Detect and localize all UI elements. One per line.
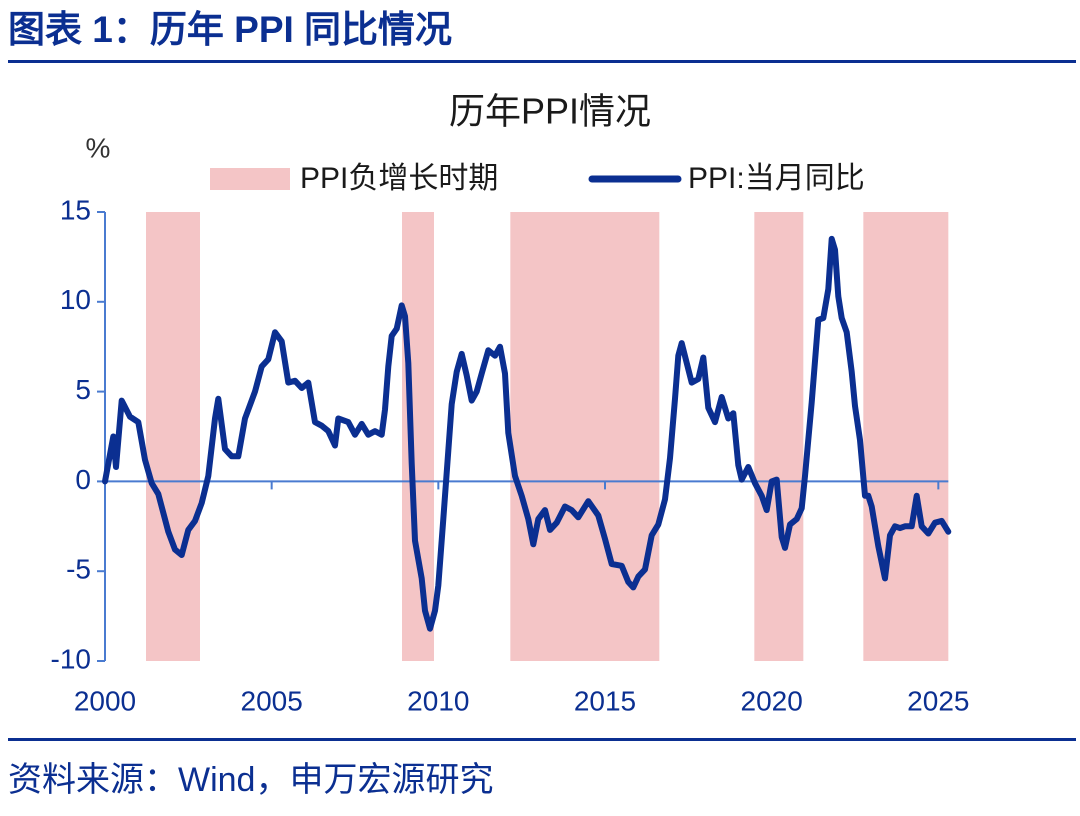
shaded-period <box>402 212 434 661</box>
y-tick-label: 5 <box>75 374 91 405</box>
source: 资料来源：Wind，申万宏源研究 <box>8 761 493 799</box>
shaded-period <box>510 212 660 661</box>
ppi-line <box>102 235 952 632</box>
y-tick-label: 10 <box>60 284 91 315</box>
shaded-period <box>863 212 949 661</box>
y-axis-label: % <box>86 132 111 163</box>
chart-title: 历年PPI情况 <box>449 91 651 132</box>
legend-label: PPI负增长时期 <box>300 162 498 195</box>
x-tick-label: 2015 <box>574 685 636 716</box>
x-tick-label: 2005 <box>241 685 303 716</box>
header-rule <box>8 60 1076 63</box>
y-tick-label: 0 <box>75 464 91 495</box>
header-title: 图表 1：历年 PPI 同比情况 <box>8 9 452 50</box>
legend-swatch <box>210 168 290 190</box>
y-tick-label: -10 <box>51 643 91 674</box>
x-tick-label: 2010 <box>407 685 469 716</box>
x-tick-label: 2025 <box>907 685 969 716</box>
footer-rule <box>8 738 1076 741</box>
shaded-period <box>754 212 804 661</box>
legend-label: PPI:当月同比 <box>688 162 865 195</box>
shaded-period <box>146 212 200 661</box>
y-tick-label: 15 <box>60 194 91 225</box>
x-tick-label: 2020 <box>741 685 803 716</box>
y-tick-label: -5 <box>66 554 91 585</box>
x-tick-label: 2000 <box>74 685 136 716</box>
